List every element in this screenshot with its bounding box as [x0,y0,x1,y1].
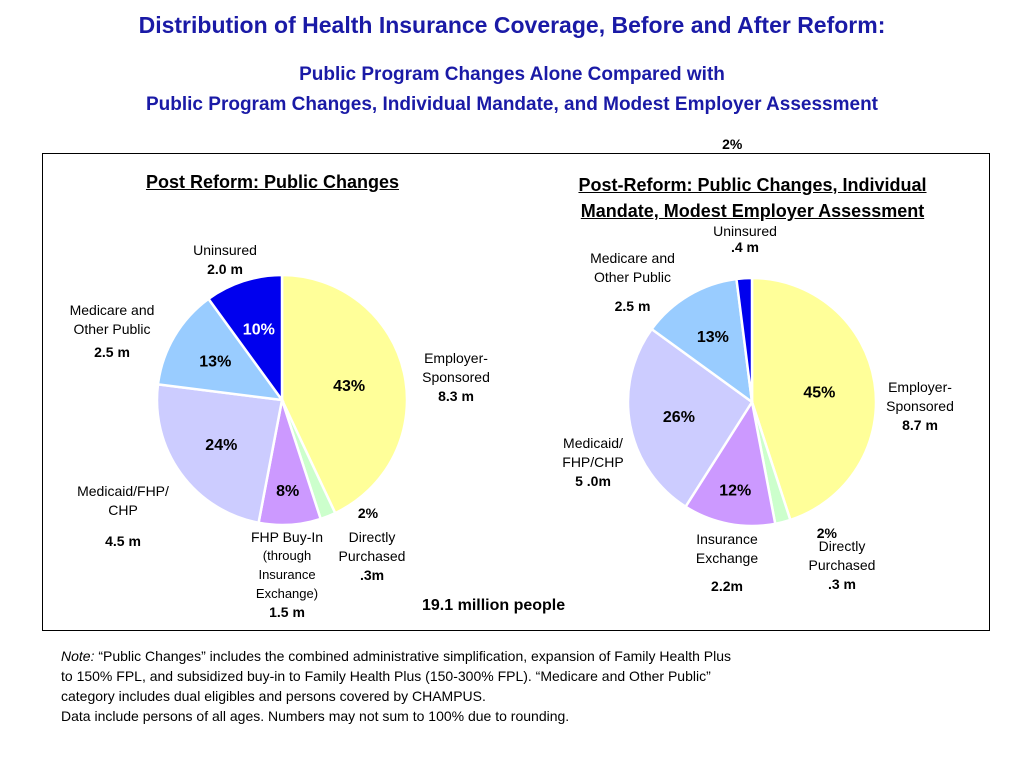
chart-subtitle-line1: Public Program Changes Alone Compared wi… [299,64,725,85]
pie2-title-line2: Mandate, Modest Employer Assessment [580,201,925,221]
pie2-slice-medicaid [626,327,754,509]
pie2-title: Post-Reform: Public Changes, Individual … [520,172,985,224]
pie2-label-direct: Directly Purchased .3 m [808,538,876,592]
pie1-pct-medicare: 13% [199,354,231,371]
pie2-pct-medicare: 13% [697,329,729,346]
pie1-label-uninsured: Uninsured 2.0 m [193,242,257,277]
note-line2: to 150% FPL, and subsidized buy-in to Fa… [61,668,711,684]
note-line4: Data include persons of all ages. Number… [61,708,570,724]
pie1-pct-uninsured: 10% [243,322,275,339]
note-prefix: Note: [61,648,95,664]
pie2-slice-uninsured [735,276,754,403]
pie2-slice-medicare [649,277,754,405]
note-line3: category includes dual eligibles and per… [61,688,486,704]
pie2-pct-employer: 45% [803,384,835,401]
pie2-pct-third: 12% [719,483,751,500]
chart-title: Distribution of Health Insurance Coverag… [138,12,886,38]
pie2-label-employer: Employer- Sponsored 8.7 m [886,379,954,433]
pie2: 45% 2% 12% 26% 13% 2% [626,136,878,541]
pie2-label-insurance-exchange: Insurance Exchange 2.2m [695,531,759,594]
pie1-pct-third: 8% [276,483,299,500]
pie1: 43% 2% 8% 24% 13% 10% [155,273,409,527]
note-line1: “Public Changes” includes the combined a… [98,648,731,664]
chart-frame [42,153,990,631]
pie1-pct-medicaid: 24% [205,437,237,454]
pie1-pct-direct: 2% [358,505,379,521]
pie1-label-medicaid: Medicaid/FHP/CHP 4.5 m [77,483,169,549]
pie1-slice-uninsured [206,273,284,404]
pie1-slice-employer [280,273,409,515]
pie1-pct-employer: 43% [333,378,365,395]
chart-subtitle-line2: Public Program Changes, Individual Manda… [145,94,879,115]
pie2-pct-uninsured: 2% [722,136,743,152]
pie2-label-uninsured: Uninsured .4 m [713,223,777,255]
pie1-label-medicare: Medicare and Other Public 2.5 m [69,302,155,360]
pie1-label-direct: Directly Purchased .3m [338,529,406,583]
pie2-slice-third [683,398,777,528]
pie2-pct-direct: 2% [817,525,838,541]
total-people: 19.1 million people [422,597,566,614]
pie1-label-fhp: FHP Buy-In (through Insurance Exchange) 1.5 … [250,529,324,620]
pie2-pct-medicaid: 26% [663,409,695,426]
pie2-label-medicare: Medicare and Other Public 2.5 m [590,250,675,314]
pie1-label-employer: Employer- Sponsored 8.3 m [422,350,490,404]
footnote: Note: “Public Changes” includes the comb… [61,646,961,726]
pie2-title-line1: Post-Reform: Public Changes, Individual [578,175,927,195]
pie1-slice-medicaid [155,382,284,525]
pie2-label-medicaid: Medicaid/FHP/CHP 5 .0m [562,435,624,489]
pie2-slice-employer [750,276,878,522]
pie1-slice-medicare [156,297,285,402]
pie1-title: Post Reform: Public Changes [145,172,400,192]
